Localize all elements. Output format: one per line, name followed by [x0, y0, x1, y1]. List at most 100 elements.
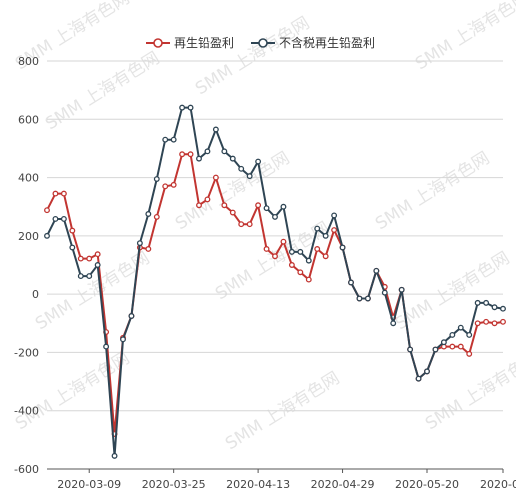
data-point: [86, 255, 93, 262]
data-point: [255, 202, 262, 209]
y-axis-tick-labels: -600 -400 -200 0 200 400 600 800: [14, 55, 39, 476]
series-lines: [44, 104, 506, 459]
data-point: [390, 320, 397, 327]
data-point: [153, 213, 160, 220]
legend-label: 不含税再生铅盈利: [279, 35, 375, 50]
data-point: [364, 295, 371, 302]
data-point: [238, 165, 245, 172]
y-tick-label: 600: [18, 113, 39, 126]
watermark-layer: SMM 上海有色网 SMM 上海有色网 SMM 上海有色网 SMM 上海有色网 SMM …: [12, 0, 516, 454]
data-point: [229, 155, 236, 162]
y-tick-label: -600: [14, 463, 39, 476]
legend-label: 再生铅盈利: [174, 36, 234, 50]
data-point: [44, 232, 50, 239]
data-point: [145, 211, 152, 217]
data-point: [483, 299, 490, 306]
legend[interactable]: 再生铅盈利 不含税再生铅盈利: [146, 35, 375, 50]
data-point: [449, 331, 456, 338]
x-tick-label: 2020-04-13: [226, 478, 290, 491]
data-point: [162, 183, 169, 190]
data-point: [407, 346, 414, 353]
watermark-text: SMM 上海有色网: [192, 13, 313, 99]
data-point: [331, 227, 338, 233]
data-point: [44, 207, 50, 214]
data-point: [145, 246, 152, 252]
data-point: [297, 248, 304, 255]
data-point: [60, 216, 67, 222]
data-point: [272, 253, 278, 260]
y-tick-label: 200: [18, 230, 39, 243]
watermark-text: SMM 上海有色网: [412, 0, 516, 74]
data-point: [221, 148, 228, 155]
data-point: [162, 136, 169, 143]
x-tick-label: 2020-03-25: [142, 478, 206, 491]
data-point: [170, 136, 177, 143]
data-point: [255, 158, 262, 165]
data-point: [449, 343, 456, 350]
data-point: [339, 244, 346, 251]
data-point: [60, 190, 67, 197]
data-point: [483, 318, 490, 325]
data-point: [69, 227, 76, 234]
x-tick-label: 2020-06: [480, 478, 516, 491]
watermark-text: SMM 上海有色网: [422, 348, 516, 434]
data-point: [288, 248, 295, 255]
data-point: [466, 331, 473, 338]
data-point: [331, 212, 338, 219]
data-point: [69, 244, 76, 251]
data-point: [314, 225, 321, 232]
data-point: [457, 324, 464, 331]
data-point: [246, 173, 253, 180]
data-point: [179, 104, 186, 111]
data-point: [381, 289, 388, 296]
data-point: [457, 343, 464, 350]
data-point: [500, 305, 506, 312]
data-point: [280, 238, 287, 245]
legend-circle-marker: [258, 38, 268, 48]
data-point: [280, 203, 287, 210]
data-point: [212, 174, 219, 181]
data-point: [238, 221, 245, 228]
data-point: [86, 273, 93, 280]
data-point: [432, 346, 439, 353]
data-point: [52, 216, 59, 222]
data-point: [272, 213, 278, 220]
legend-item-1[interactable]: 再生铅盈利: [146, 36, 234, 50]
data-point: [120, 336, 126, 343]
data-point: [77, 255, 84, 262]
data-point: [179, 151, 186, 158]
data-point: [103, 343, 110, 350]
x-axis: 2020-03-09 2020-03-25 2020-04-13 2020-04-29…: [47, 468, 516, 491]
data-point: [373, 267, 380, 274]
x-tick-label: 2020-04-29: [311, 478, 375, 491]
data-point: [474, 299, 481, 306]
data-point: [398, 286, 405, 293]
data-point: [297, 269, 304, 276]
data-point: [204, 196, 211, 203]
data-point: [229, 209, 236, 216]
data-point: [187, 104, 194, 111]
y-tick-label: 800: [18, 55, 39, 68]
data-point: [128, 313, 135, 319]
data-point: [196, 155, 202, 162]
data-point: [322, 232, 329, 239]
data-point: [474, 320, 481, 327]
watermark-text: SMM 上海有色网: [372, 148, 493, 234]
data-point: [246, 221, 253, 228]
data-point: [491, 304, 498, 311]
data-point: [111, 452, 118, 459]
data-point: [136, 240, 143, 247]
data-point: [212, 126, 219, 133]
y-tick-label: -400: [14, 405, 39, 418]
data-point: [204, 148, 211, 155]
data-point: [348, 279, 354, 286]
watermark-text: SMM 上海有色网: [212, 218, 333, 304]
data-point: [170, 181, 177, 188]
y-tick-label: 400: [18, 172, 39, 185]
legend-item-2[interactable]: 不含税再生铅盈利: [251, 35, 375, 50]
x-tick-label: 2020-05-20: [395, 478, 459, 491]
data-point: [221, 202, 228, 209]
y-tick-label: -200: [14, 346, 39, 359]
data-point: [440, 339, 447, 346]
